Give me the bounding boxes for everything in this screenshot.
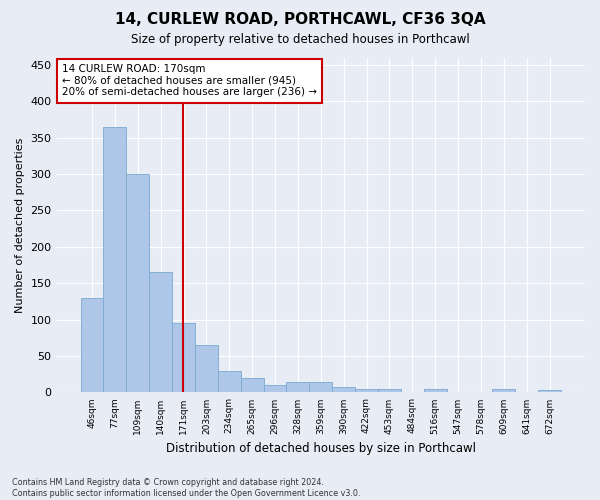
Bar xyxy=(286,382,310,392)
Bar xyxy=(493,389,515,392)
X-axis label: Distribution of detached houses by size in Porthcawl: Distribution of detached houses by size … xyxy=(166,442,476,455)
Text: Contains HM Land Registry data © Crown copyright and database right 2024.
Contai: Contains HM Land Registry data © Crown c… xyxy=(12,478,361,498)
Bar xyxy=(378,389,401,392)
Bar xyxy=(80,298,103,392)
Text: 14, CURLEW ROAD, PORTHCAWL, CF36 3QA: 14, CURLEW ROAD, PORTHCAWL, CF36 3QA xyxy=(115,12,485,28)
Bar xyxy=(172,324,195,392)
Text: 14 CURLEW ROAD: 170sqm
← 80% of detached houses are smaller (945)
20% of semi-de: 14 CURLEW ROAD: 170sqm ← 80% of detached… xyxy=(62,64,317,98)
Bar xyxy=(263,385,286,392)
Bar xyxy=(332,386,355,392)
Bar xyxy=(310,382,332,392)
Text: Size of property relative to detached houses in Porthcawl: Size of property relative to detached ho… xyxy=(131,32,469,46)
Y-axis label: Number of detached properties: Number of detached properties xyxy=(15,138,25,312)
Bar xyxy=(218,370,241,392)
Bar xyxy=(424,389,446,392)
Bar xyxy=(149,272,172,392)
Bar xyxy=(538,390,561,392)
Bar xyxy=(103,126,127,392)
Bar xyxy=(127,174,149,392)
Bar xyxy=(241,378,263,392)
Bar xyxy=(355,389,378,392)
Bar xyxy=(195,345,218,393)
